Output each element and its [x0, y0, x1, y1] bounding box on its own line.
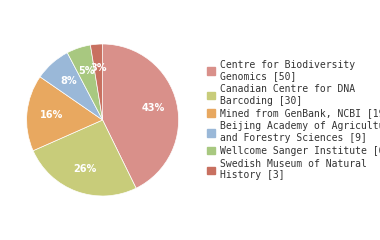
Text: 43%: 43% [141, 103, 165, 113]
Text: 5%: 5% [78, 66, 95, 76]
Text: 16%: 16% [40, 110, 63, 120]
Wedge shape [103, 44, 179, 188]
Legend: Centre for Biodiversity
Genomics [50], Canadian Centre for DNA
Barcoding [30], M: Centre for Biodiversity Genomics [50], C… [206, 59, 380, 181]
Wedge shape [40, 53, 103, 120]
Wedge shape [67, 45, 103, 120]
Text: 3%: 3% [90, 64, 107, 73]
Text: 8%: 8% [60, 76, 77, 86]
Wedge shape [90, 44, 103, 120]
Wedge shape [27, 77, 103, 151]
Text: 26%: 26% [73, 164, 97, 174]
Wedge shape [33, 120, 136, 196]
